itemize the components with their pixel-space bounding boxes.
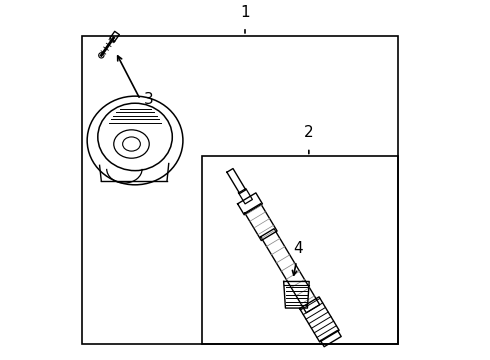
Text: 3: 3 [144, 92, 154, 107]
Text: 2: 2 [304, 126, 314, 140]
Bar [202, 157, 397, 345]
Text: 1: 1 [240, 5, 250, 20]
Text: 4: 4 [294, 241, 303, 256]
Bar [82, 36, 397, 345]
Ellipse shape [98, 53, 104, 58]
